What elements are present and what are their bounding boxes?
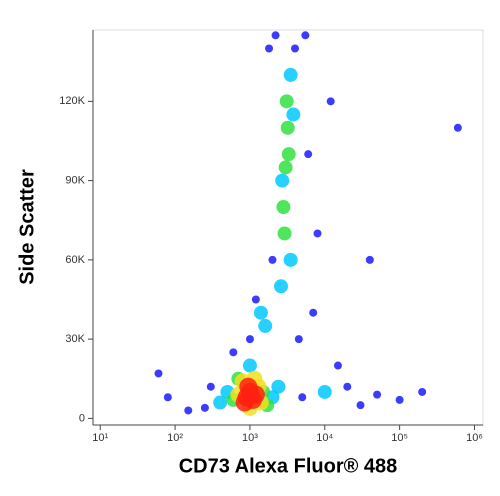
event-dot xyxy=(163,393,172,402)
event-dot xyxy=(271,379,286,394)
x-tick-label: 10³ xyxy=(242,432,258,444)
event-dot xyxy=(286,107,301,122)
y-tick-label: 0 xyxy=(79,412,85,424)
event-dot xyxy=(253,305,268,320)
event-dot xyxy=(365,255,374,264)
event-dot xyxy=(275,173,290,188)
event-dot xyxy=(279,94,294,109)
x-tick-label: 10⁵ xyxy=(391,432,408,444)
event-dot xyxy=(265,44,274,53)
event-dot xyxy=(304,150,313,159)
y-tick-label: 30K xyxy=(65,333,85,345)
event-dot xyxy=(313,229,322,238)
y-axis-title: Side Scatter xyxy=(16,169,38,285)
event-dot xyxy=(268,255,277,264)
y-tick-label: 60K xyxy=(65,254,85,266)
event-dot xyxy=(283,252,298,267)
event-dot xyxy=(278,160,293,175)
event-dot xyxy=(200,403,209,412)
event-dot xyxy=(280,120,295,135)
event-dot xyxy=(373,390,382,399)
event-dot xyxy=(213,395,228,410)
event-dot xyxy=(333,361,342,370)
event-dot xyxy=(235,393,254,412)
event-dot xyxy=(343,382,352,391)
x-tick-label: 10⁶ xyxy=(466,432,483,444)
event-dot xyxy=(281,147,296,162)
event-dot xyxy=(206,382,215,391)
event-dot xyxy=(301,31,310,40)
y-tick-label: 90K xyxy=(65,175,85,187)
event-dot xyxy=(453,123,462,132)
event-dot xyxy=(184,406,193,415)
event-dot xyxy=(154,369,163,378)
event-dot xyxy=(326,97,335,106)
event-dot xyxy=(356,401,365,410)
event-dot xyxy=(291,44,300,53)
event-dot xyxy=(309,308,318,317)
event-dot xyxy=(258,318,273,333)
event-dot xyxy=(271,31,280,40)
event-dot xyxy=(276,200,291,215)
event-dot xyxy=(298,393,307,402)
event-dot xyxy=(418,387,427,396)
event-dot xyxy=(242,358,257,373)
y-tick-label: 120K xyxy=(59,95,85,107)
event-dot xyxy=(283,67,298,82)
event-dot xyxy=(251,295,260,304)
x-axis-title: CD73 Alexa Fluor® 488 xyxy=(179,455,398,477)
event-dot xyxy=(317,384,332,399)
x-tick-label: 10¹ xyxy=(92,432,108,444)
x-tick-label: 10² xyxy=(167,432,183,444)
event-dot xyxy=(395,395,404,404)
event-dot xyxy=(277,226,292,241)
event-dot xyxy=(294,335,303,344)
event-dot xyxy=(229,348,238,357)
event-dot xyxy=(245,335,254,344)
x-tick-label: 10⁴ xyxy=(316,432,333,444)
event-dot xyxy=(273,279,288,294)
